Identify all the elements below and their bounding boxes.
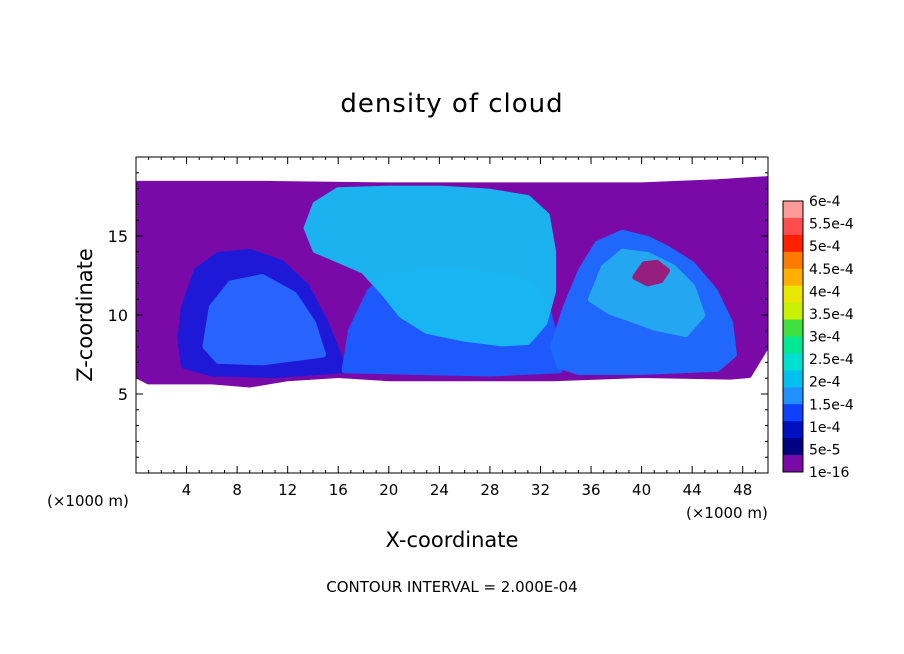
colorbar-swatch [783,404,803,422]
y-axis-ticks: 5 10 15 [108,172,768,458]
colorbar-label: 5e-4 [809,239,841,255]
colorbar-frame [782,200,804,473]
y-tick-label: 10 [108,306,128,325]
x-tick-label: 8 [232,481,242,499]
colorbar-label: 3.5e-4 [809,307,854,323]
colorbar-swatch [783,251,803,270]
contour-interval-footer: CONTOUR INTERVAL = 2.000E-04 [326,578,577,596]
x-unit-note-left: (×1000 m) [47,492,129,510]
colorbar-swatch [783,370,803,388]
y-tick-label: 5 [118,385,128,404]
colorbar-label: 2.5e-4 [809,352,854,368]
x-tick-label: 36 [581,481,600,499]
colorbar-label: 4.5e-4 [809,262,854,278]
x-axis-ticks: 4 8 12 16 20 24 28 32 36 40 44 48 [148,157,756,499]
colorbar-swatch [783,387,803,405]
colorbar-label: 4e-4 [809,284,841,300]
x-tick-label: 40 [632,481,651,499]
x-tick-label: 20 [379,481,398,499]
colorbar: 6e-4 5.5e-4 5e-4 4.5e-4 4e-4 3.5e-4 3e-4 2.5e-4… [782,194,854,481]
region-left-cell-core [202,274,327,366]
colorbar-swatch [783,234,803,253]
colorbar-swatch [783,319,803,337]
colorbar-swatch [783,217,803,236]
colorbar-label: 3e-4 [809,330,841,346]
density-field [136,176,768,388]
x-unit-note-right: (×1000 m) [686,504,768,522]
colorbar-label: 2e-4 [809,375,841,391]
colorbar-swatch [783,285,803,304]
colorbar-swatch [783,455,803,473]
colorbar-label: 5.5e-4 [809,217,854,233]
region-right-vortex [632,259,670,287]
colorbar-label: 1e-16 [809,465,849,481]
x-tick-label: 24 [430,481,449,499]
chart-title: density of cloud [340,89,563,119]
x-axis-label: X-coordinate [386,528,519,552]
colorbar-label: 1.5e-4 [809,397,854,413]
colorbar-swatch [783,353,803,371]
x-tick-label: 44 [683,481,702,499]
colorbar-label: 6e-4 [809,194,841,210]
colorbar-swatch [783,438,803,456]
y-tick-label: 15 [108,227,128,246]
x-tick-label: 12 [278,481,297,499]
colorbar-swatch [783,421,803,439]
colorbar-swatch [783,201,803,219]
colorbar-swatch [783,268,803,287]
colorbar-swatch [783,336,803,354]
region-right-cell-core [588,248,706,337]
x-tick-label: 4 [182,481,192,499]
x-tick-label: 32 [531,481,550,499]
x-tick-label: 28 [480,481,499,499]
y-axis-label: Z-coordinate [73,248,97,382]
x-tick-label: 16 [329,481,348,499]
region-main-cloud [303,185,557,347]
colorbar-label: 5e-5 [809,442,840,458]
colorbar-swatch [783,302,803,321]
x-tick-label: 48 [733,481,752,499]
colorbar-label: 1e-4 [809,420,841,436]
